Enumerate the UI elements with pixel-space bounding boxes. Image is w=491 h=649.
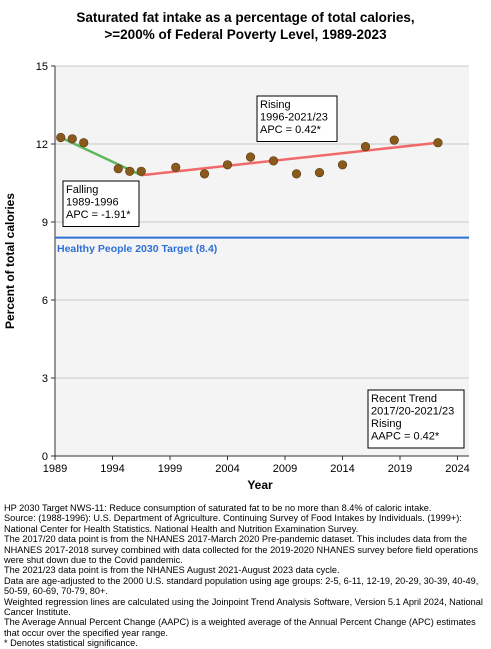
chart: 1989 1994 1999 2004 2009 2014 2019 2024 0 3 6 9 12 1… <box>3 61 470 492</box>
x-tick-label: 1989 <box>43 463 67 475</box>
x-tick-label: 2014 <box>330 463 354 475</box>
data-point <box>337 160 348 170</box>
annotation-text-recent: AAPC = 0.42* <box>371 431 440 443</box>
x-axis-label: Year <box>247 478 273 492</box>
data-point <box>433 138 443 148</box>
data-point <box>199 169 210 179</box>
x-tick-label: 2004 <box>215 463 239 475</box>
annotation-box-recent <box>367 389 465 449</box>
y-tick-label: 15 <box>36 61 48 73</box>
y-tick-label: 0 <box>42 451 48 463</box>
data-point <box>291 169 302 179</box>
footnotes: HP 2030 Target NWS-11: Reduce consumptio… <box>4 503 488 649</box>
data-point <box>314 168 325 178</box>
footnote: * Denotes statistical significance. <box>4 638 138 649</box>
data-point <box>222 160 233 170</box>
data-point <box>136 166 146 176</box>
data-point <box>245 152 256 162</box>
x-tick-label: 2009 <box>273 463 297 475</box>
annotation-text-recent: Rising <box>371 418 402 430</box>
footnote: Source: (1988-1996): U.S. Department of … <box>4 513 462 534</box>
annotation-text-recent: 2017/20-2021/23 <box>371 406 454 418</box>
chart-title: Saturated fat intake as a percentage of … <box>0 9 491 43</box>
annotation-text-falling: Falling <box>66 184 98 196</box>
data-point <box>113 164 123 174</box>
data-point <box>268 156 279 166</box>
data-point <box>79 138 89 148</box>
target-label: Healthy People 2030 Target (8.4) <box>57 243 217 255</box>
y-tick-label: 9 <box>42 217 48 229</box>
annotation-box-falling <box>62 180 140 227</box>
annotation-text-falling: APC = -1.91* <box>66 209 131 221</box>
annotation-text-falling: 1989-1996 <box>66 197 119 209</box>
footnote: The Average Annual Percent Change (AAPC)… <box>4 617 476 638</box>
annotation-box-rising <box>256 95 338 142</box>
data-point <box>360 142 371 152</box>
footnote: The 2021/23 data point is from the NHANE… <box>4 565 340 576</box>
chart-title-line-2: >=200% of Federal Poverty Level, 1989-20… <box>104 27 387 42</box>
footnote: HP 2030 Target NWS-11: Reduce consumptio… <box>4 503 432 513</box>
data-point <box>389 135 399 145</box>
x-tick-label: 1994 <box>100 463 124 475</box>
annotation-text-rising: 1996-2021/23 <box>260 112 328 124</box>
y-tick-label: 3 <box>42 373 48 385</box>
x-ticks: 1989 1994 1999 2004 2009 2014 2019 2024 <box>43 456 470 475</box>
y-tick-label: 12 <box>36 139 48 151</box>
y-ticks: 0 3 6 9 12 15 <box>36 61 55 463</box>
trend-line <box>141 141 439 177</box>
x-tick-label: 2024 <box>445 463 469 475</box>
y-tick-label: 6 <box>42 295 48 307</box>
x-tick-label: 1999 <box>158 463 182 475</box>
x-tick-label: 2019 <box>388 463 412 475</box>
data-point <box>125 166 135 176</box>
annotation-text-rising: APC = 0.42* <box>260 124 322 136</box>
footnote: Weighted regression lines are calculated… <box>4 596 483 618</box>
y-axis-label: Percent of total calories <box>3 193 17 329</box>
annotation-text-recent: Recent Trend <box>371 393 437 405</box>
footnote: The 2017/20 data point is from the NHANE… <box>4 534 478 566</box>
footnote: Data are age-adjusted to the 2000 U.S. s… <box>4 575 479 597</box>
annotation-text-rising: Rising <box>260 99 291 111</box>
chart-title-line-1: Saturated fat intake as a percentage of … <box>76 10 415 25</box>
data-point <box>171 162 181 172</box>
data-points <box>56 132 443 179</box>
data-point <box>56 132 66 143</box>
data-point <box>67 134 77 144</box>
